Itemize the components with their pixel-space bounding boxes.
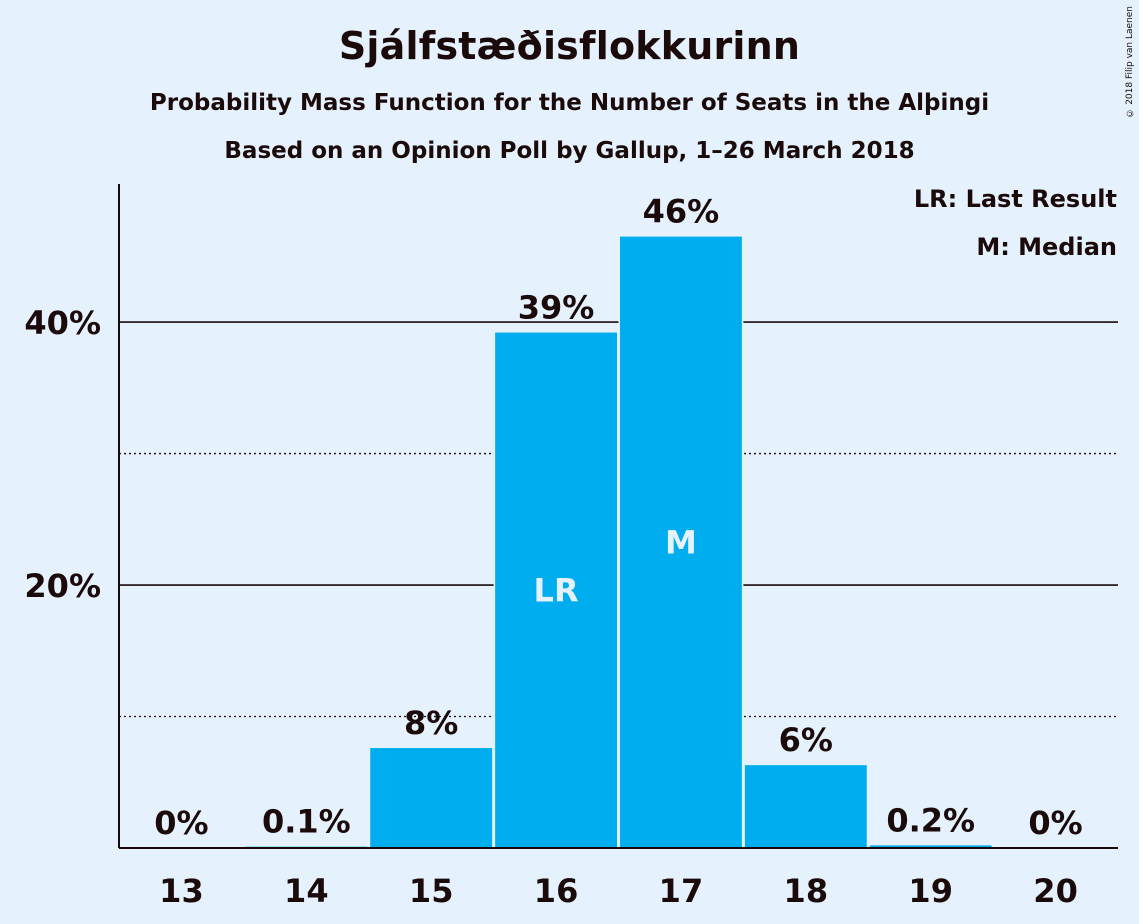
data-label-17: 46%	[643, 193, 720, 231]
bar-19	[869, 845, 992, 848]
bar-15	[370, 748, 493, 848]
bar-17	[620, 236, 742, 848]
bar-16	[495, 332, 617, 848]
y-tick-label: 20%	[24, 567, 101, 605]
data-label-18: 6%	[779, 721, 833, 759]
x-tick-label-17: 17	[659, 872, 704, 910]
data-label-13: 0%	[154, 804, 208, 842]
axis-layer: 20% 40% 13 14 15 16 17 18 19 20	[24, 184, 1118, 910]
chart-subtitle-poll: Based on an Opinion Poll by Gallup, 1–26…	[224, 138, 915, 164]
bar-marker-M: M	[665, 523, 697, 561]
bar-layer	[243, 236, 994, 848]
x-tick-label-14: 14	[284, 872, 329, 910]
bar-marker-LR: LR	[534, 571, 579, 609]
data-label-20: 0%	[1028, 804, 1082, 842]
bar-18	[744, 765, 867, 848]
data-label-16: 39%	[518, 289, 595, 327]
data-label-19: 0.2%	[886, 801, 975, 839]
x-tick-label-18: 18	[784, 872, 829, 910]
y-tick-label: 40%	[24, 304, 101, 342]
chart-subtitle: Probability Mass Function for the Number…	[149, 90, 990, 116]
x-tick-label-20: 20	[1033, 872, 1078, 910]
legend-last-result: LR: Last Result	[913, 185, 1117, 213]
x-tick-label-15: 15	[409, 872, 454, 910]
chart-title: Sjálfstæðisflokkurinn	[338, 24, 801, 68]
data-label-14: 0.1%	[262, 803, 351, 841]
x-tick-label-16: 16	[534, 872, 579, 910]
x-tick-label-13: 13	[159, 872, 204, 910]
legend-median: M: Median	[976, 233, 1117, 261]
label-layer: 0% 0.1% 8% 39% LR 46% M 6% 0.2% 0%	[154, 193, 1082, 842]
x-tick-label-19: 19	[908, 872, 953, 910]
data-label-15: 8%	[404, 704, 458, 742]
